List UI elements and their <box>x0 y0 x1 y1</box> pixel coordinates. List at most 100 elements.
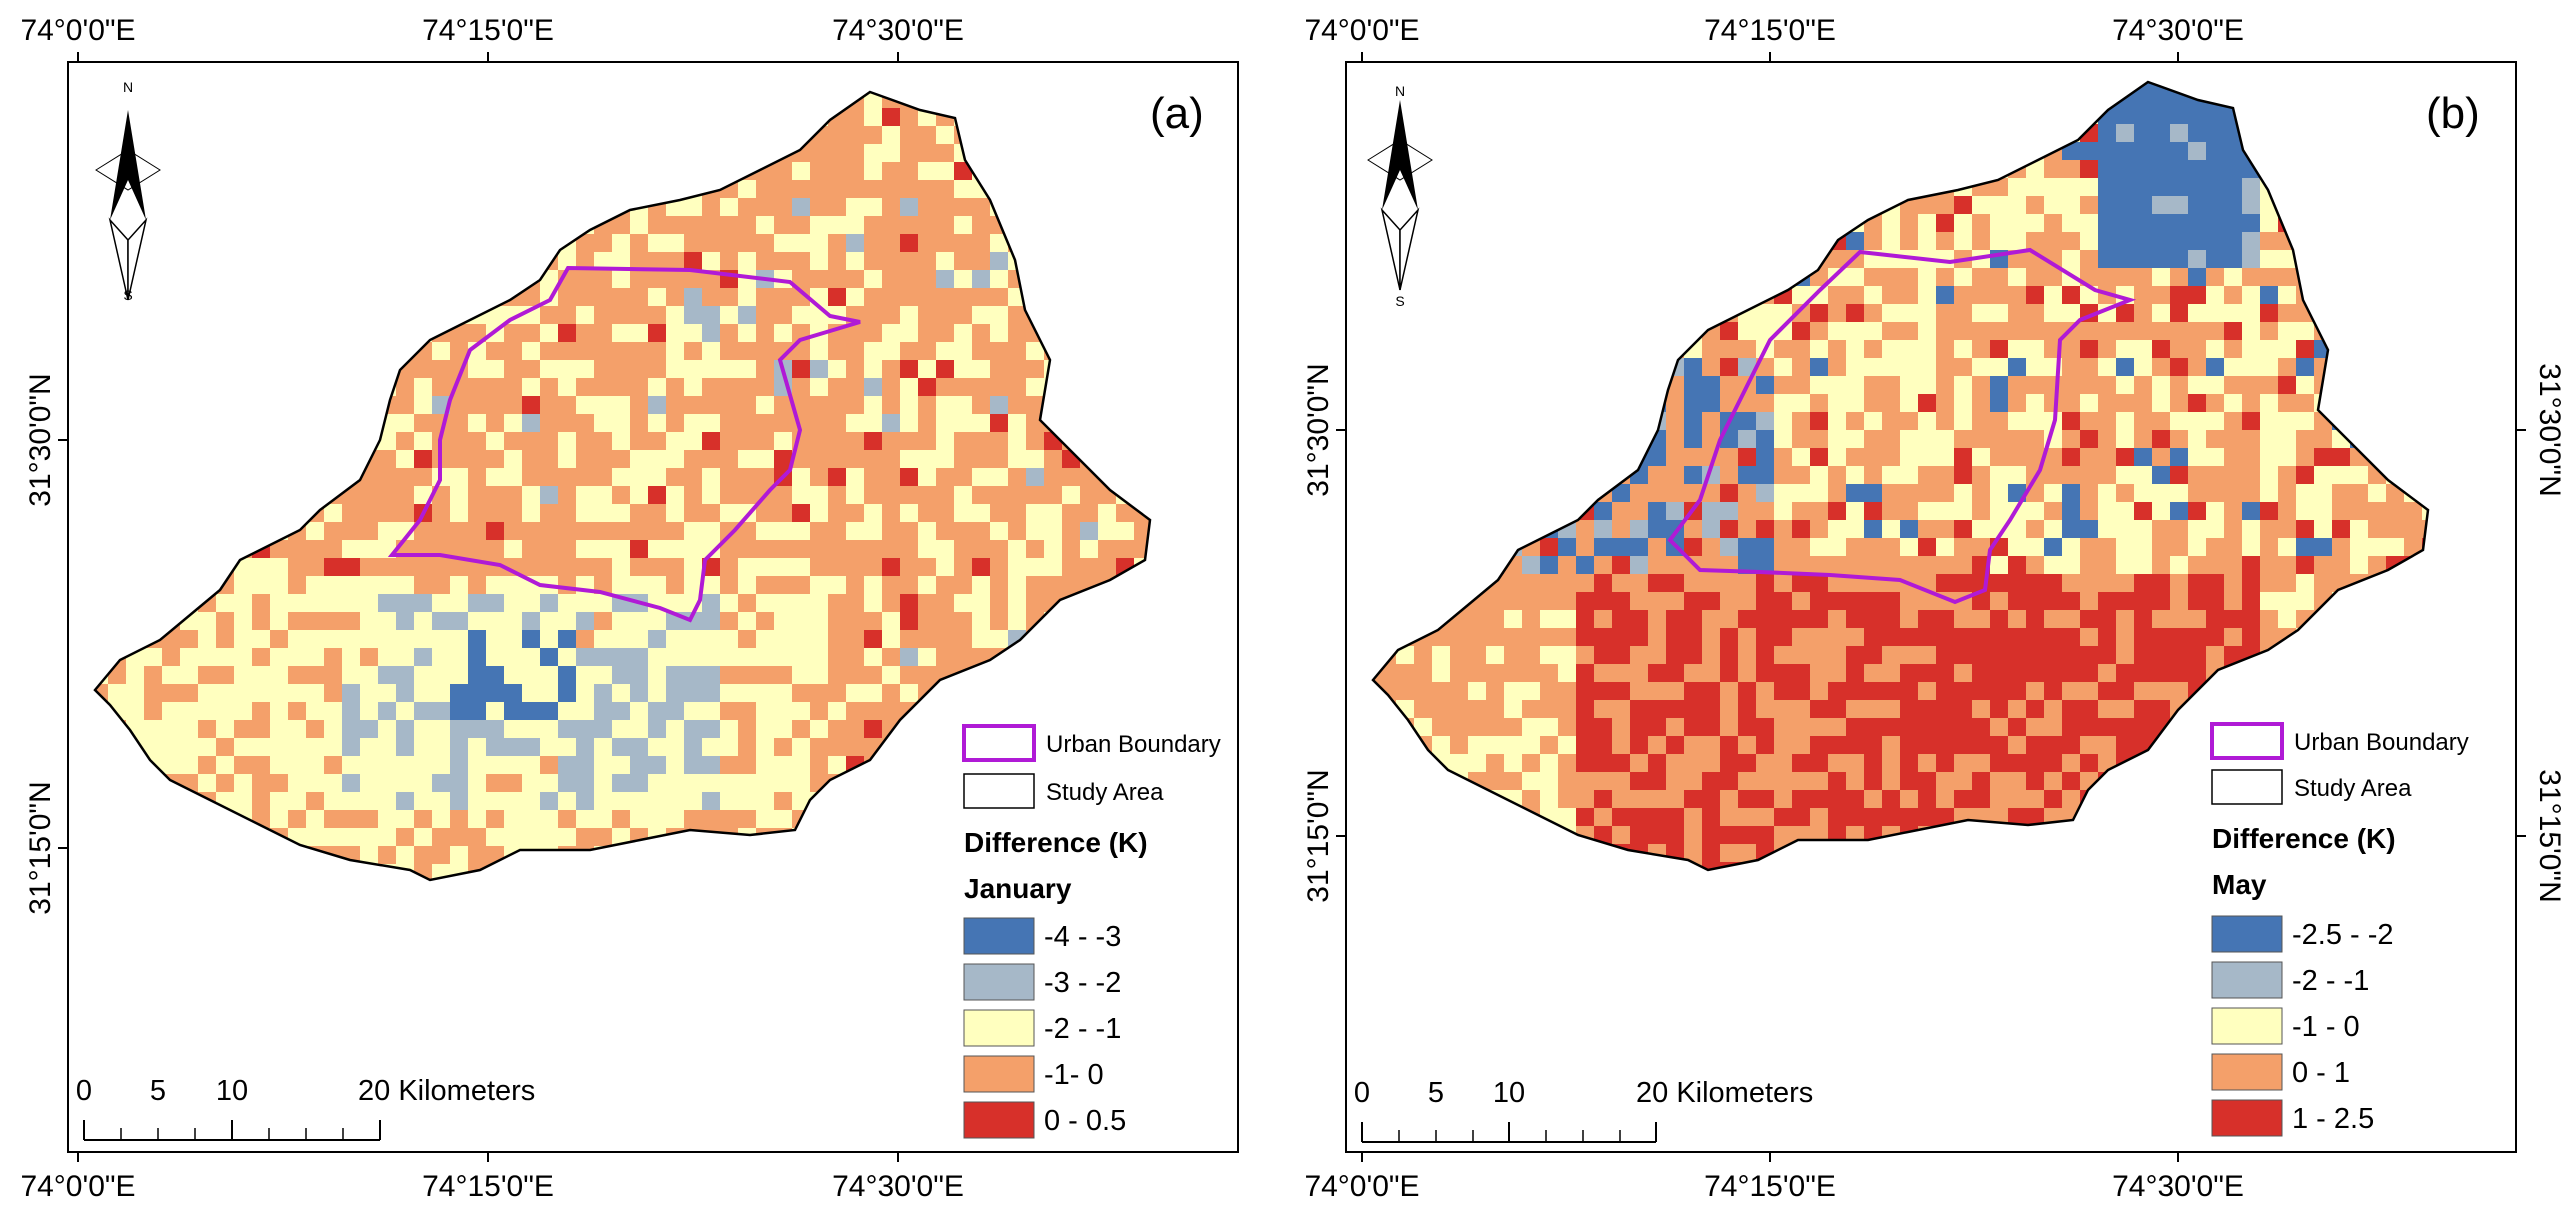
raster-cell <box>1756 322 1775 341</box>
raster-cell <box>702 702 721 721</box>
raster-cell <box>576 702 595 721</box>
raster-cell <box>2296 340 2315 359</box>
raster-cell <box>774 540 793 559</box>
raster-cell <box>2080 682 2099 701</box>
raster-cell <box>1990 628 2009 647</box>
raster-cell <box>306 522 325 541</box>
raster-cell <box>738 306 757 325</box>
raster-cell <box>774 342 793 361</box>
raster-cell <box>1702 412 1721 431</box>
raster-cell <box>666 378 685 397</box>
raster-cell <box>1594 700 1613 719</box>
raster-cell <box>2080 214 2099 233</box>
raster-cell <box>918 306 937 325</box>
raster-cell <box>396 666 415 685</box>
raster-cell <box>720 810 739 829</box>
raster-cell <box>1612 592 1631 611</box>
raster-cell <box>1972 700 1991 719</box>
raster-cell <box>846 108 865 127</box>
raster-cell <box>1990 268 2009 287</box>
raster-cell <box>1576 538 1595 557</box>
raster-cell <box>1882 664 1901 683</box>
raster-cell <box>1936 286 1955 305</box>
raster-cell <box>1810 412 1829 431</box>
raster-cell <box>846 702 865 721</box>
raster-cell <box>810 450 829 469</box>
raster-cell <box>864 216 883 235</box>
raster-cell <box>1972 646 1991 665</box>
raster-cell <box>828 234 847 253</box>
raster-cell <box>1792 736 1811 755</box>
raster-cell <box>2224 142 2243 161</box>
raster-cell <box>450 828 469 847</box>
raster-cell <box>576 756 595 775</box>
raster-cell <box>1774 430 1793 449</box>
raster-cell <box>1774 592 1793 611</box>
raster-cell <box>648 702 667 721</box>
raster-cell <box>252 666 271 685</box>
raster-cell <box>1026 378 1045 397</box>
raster-cell <box>576 612 595 631</box>
raster-cell <box>1720 376 1739 395</box>
raster-cell <box>1774 574 1793 593</box>
raster-cell <box>1522 628 1541 647</box>
raster-cell <box>2242 178 2261 197</box>
raster-cell <box>990 522 1009 541</box>
raster-cell <box>792 252 811 271</box>
raster-cell <box>1008 414 1027 433</box>
raster-cell <box>432 612 451 631</box>
raster-cell <box>882 270 901 289</box>
raster-cell <box>720 288 739 307</box>
legend: Urban Boundary Study Area Difference (K)… <box>962 724 1221 1139</box>
raster-cell <box>882 702 901 721</box>
raster-cell <box>234 666 253 685</box>
raster-cell <box>2170 160 2189 179</box>
raster-cell <box>2278 286 2297 305</box>
raster-cell <box>1864 610 1883 629</box>
raster-cell <box>576 324 595 343</box>
raster-cell <box>594 360 613 379</box>
raster-cell <box>1008 450 1027 469</box>
raster-cell <box>180 684 199 703</box>
raster-cell <box>414 378 433 397</box>
raster-cell <box>2152 142 2171 161</box>
raster-cell <box>648 720 667 739</box>
raster-cell <box>594 396 613 415</box>
raster-cell <box>2206 574 2225 593</box>
raster-cell <box>666 774 685 793</box>
raster-cell <box>2008 358 2027 377</box>
raster-cell <box>2026 232 2045 251</box>
raster-cell <box>648 666 667 685</box>
raster-cell <box>1882 394 1901 413</box>
raster-cell <box>1918 232 1937 251</box>
raster-cell <box>684 540 703 559</box>
raster-cell <box>684 792 703 811</box>
raster-cell <box>2296 484 2315 503</box>
raster-cell <box>1954 304 1973 323</box>
raster-cell <box>1864 430 1883 449</box>
raster-cell <box>1936 376 1955 395</box>
raster-cell <box>936 378 955 397</box>
raster-cell <box>576 288 595 307</box>
raster-cell <box>414 612 433 631</box>
raster-cell <box>612 342 631 361</box>
raster-cell <box>630 522 649 541</box>
raster-cell <box>684 450 703 469</box>
raster-cell <box>990 378 1009 397</box>
raster-cell <box>2152 376 2171 395</box>
raster-cell <box>2098 628 2117 647</box>
raster-cell <box>612 234 631 253</box>
raster-cell <box>1738 682 1757 701</box>
raster-cell <box>468 846 487 865</box>
raster-cell <box>882 180 901 199</box>
raster-cell <box>1756 718 1775 737</box>
raster-cell <box>2170 430 2189 449</box>
raster-cell <box>468 756 487 775</box>
raster-cell <box>666 468 685 487</box>
raster-cell <box>1062 486 1081 505</box>
raster-cell <box>2152 214 2171 233</box>
raster-cell <box>1684 394 1703 413</box>
raster-cell <box>1738 466 1757 485</box>
raster-cell <box>342 792 361 811</box>
raster-cell <box>1918 736 1937 755</box>
